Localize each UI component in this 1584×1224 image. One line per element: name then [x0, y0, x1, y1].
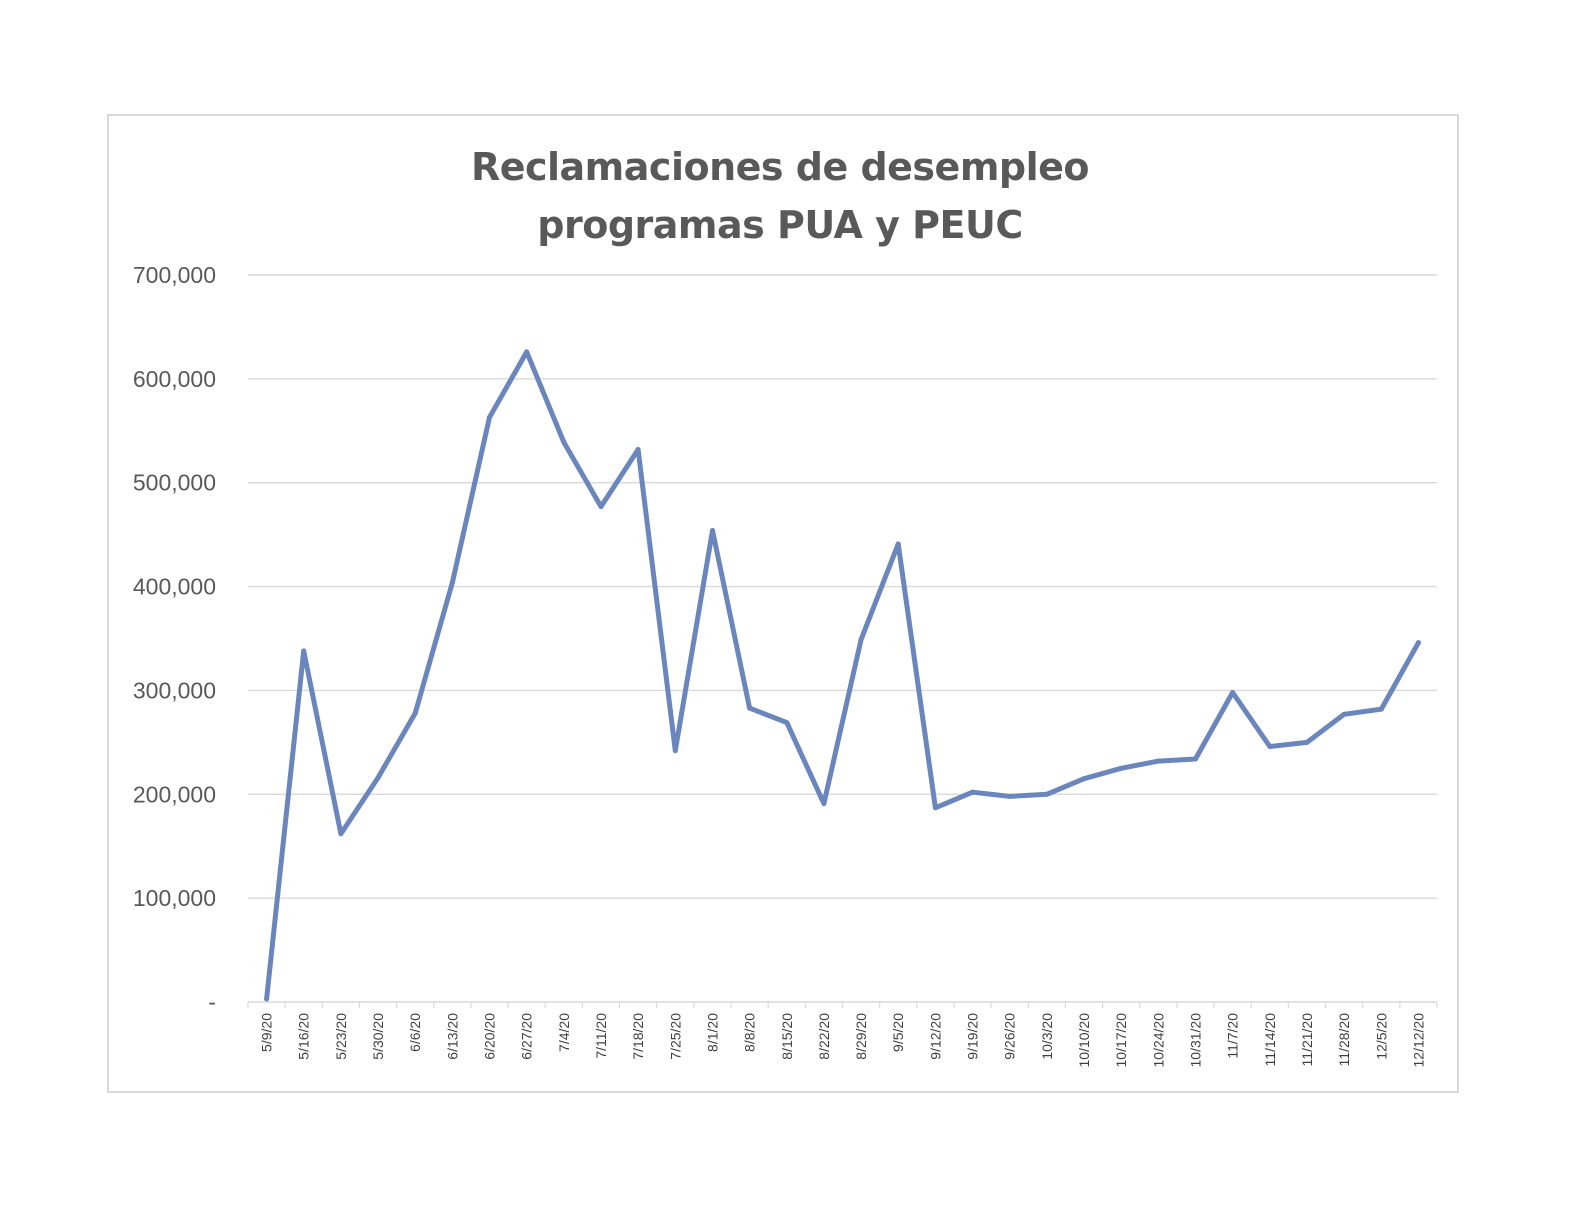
x-tick-label: 12/12/20 — [1410, 1013, 1426, 1068]
x-tick-label: 6/20/20 — [482, 1013, 498, 1060]
y-tick-label: 300,000 — [133, 677, 216, 703]
x-tick-label: 10/10/20 — [1076, 1013, 1092, 1068]
data-point — [1192, 756, 1198, 762]
data-point — [375, 775, 381, 781]
data-point — [1230, 690, 1236, 696]
x-tick-label: 8/15/20 — [779, 1013, 795, 1060]
data-point — [1007, 793, 1013, 799]
y-tick-label: 100,000 — [133, 885, 216, 911]
data-point — [821, 801, 827, 807]
x-tick-label: 10/24/20 — [1150, 1013, 1166, 1068]
data-point — [1044, 791, 1050, 797]
data-point — [784, 720, 790, 726]
y-tick-label: 200,000 — [133, 781, 216, 807]
y-tick-label: - — [208, 989, 216, 1015]
y-axis-ticks: - 100,000 200,000 300,000 400,000 500,000 600,… — [133, 262, 216, 1015]
x-tick-label: 9/26/20 — [1002, 1013, 1018, 1060]
x-tick-label: 7/11/20 — [593, 1013, 609, 1059]
y-tick-label: 700,000 — [133, 262, 216, 288]
data-point — [1081, 776, 1087, 782]
x-tick-label: 10/31/20 — [1187, 1013, 1203, 1068]
x-tick-label: 7/25/20 — [667, 1013, 683, 1060]
x-tick-label: 8/8/20 — [742, 1013, 758, 1052]
data-point — [449, 579, 455, 585]
data-point — [635, 446, 641, 452]
data-point — [1304, 739, 1310, 745]
x-tick-label: 7/4/20 — [556, 1013, 572, 1052]
data-point — [858, 637, 864, 643]
data-point — [970, 789, 976, 795]
data-point — [1341, 711, 1347, 717]
data-point — [1118, 765, 1124, 771]
data-point — [338, 831, 344, 837]
y-tick-label: 400,000 — [133, 574, 216, 600]
chart-frame — [107, 114, 1459, 1093]
data-point — [524, 349, 530, 355]
x-tick-label: 11/7/20 — [1225, 1013, 1241, 1059]
data-point — [412, 710, 418, 716]
x-tick-label: 7/18/20 — [630, 1013, 646, 1060]
chart-title: Reclamaciones de desempleo programas PUA… — [470, 145, 1090, 247]
x-tick-label: 8/29/20 — [853, 1013, 869, 1060]
data-point — [1155, 758, 1161, 764]
x-tick-label: 11/21/20 — [1299, 1013, 1315, 1067]
data-point — [709, 527, 715, 533]
x-tick-label: 10/17/20 — [1113, 1013, 1129, 1068]
x-tick-label: 5/30/20 — [370, 1013, 386, 1060]
data-point — [264, 996, 270, 1002]
data-point — [487, 414, 493, 420]
x-tick-label: 5/16/20 — [296, 1013, 312, 1060]
x-tick-label: 9/5/20 — [890, 1013, 906, 1052]
series-line — [264, 349, 1421, 1002]
data-point — [1378, 706, 1384, 712]
x-tick-label: 11/14/20 — [1262, 1013, 1278, 1067]
data-point — [301, 648, 307, 654]
x-tick-label: 5/23/20 — [333, 1013, 349, 1060]
x-tick-label: 6/27/20 — [519, 1013, 535, 1060]
gridlines — [247, 274, 1438, 1008]
x-tick-label: 8/22/20 — [816, 1013, 832, 1060]
x-tick-label: 12/5/20 — [1373, 1013, 1389, 1060]
x-tick-label: 10/3/20 — [1039, 1013, 1055, 1060]
x-tick-label: 9/12/20 — [927, 1013, 943, 1060]
x-axis-ticks: 5/9/20 5/16/20 5/23/20 5/30/20 6/6/20 6/13/20… — [259, 1013, 1427, 1068]
data-point — [1415, 640, 1421, 646]
data-point — [895, 541, 901, 547]
data-point — [672, 748, 678, 754]
y-tick-label: 600,000 — [133, 366, 216, 392]
x-tick-label: 5/9/20 — [259, 1013, 275, 1052]
x-tick-label: 6/6/20 — [407, 1013, 423, 1052]
data-point — [1267, 744, 1273, 750]
x-tick-label: 9/19/20 — [965, 1013, 981, 1060]
data-point — [561, 439, 567, 445]
x-tick-label: 8/1/20 — [704, 1013, 720, 1052]
x-tick-label: 11/28/20 — [1336, 1013, 1352, 1067]
data-point — [598, 504, 604, 510]
data-point — [932, 805, 938, 811]
series-layer — [264, 349, 1421, 1002]
data-point — [747, 705, 753, 711]
y-tick-label: 500,000 — [133, 470, 216, 496]
x-tick-label: 6/13/20 — [444, 1013, 460, 1060]
